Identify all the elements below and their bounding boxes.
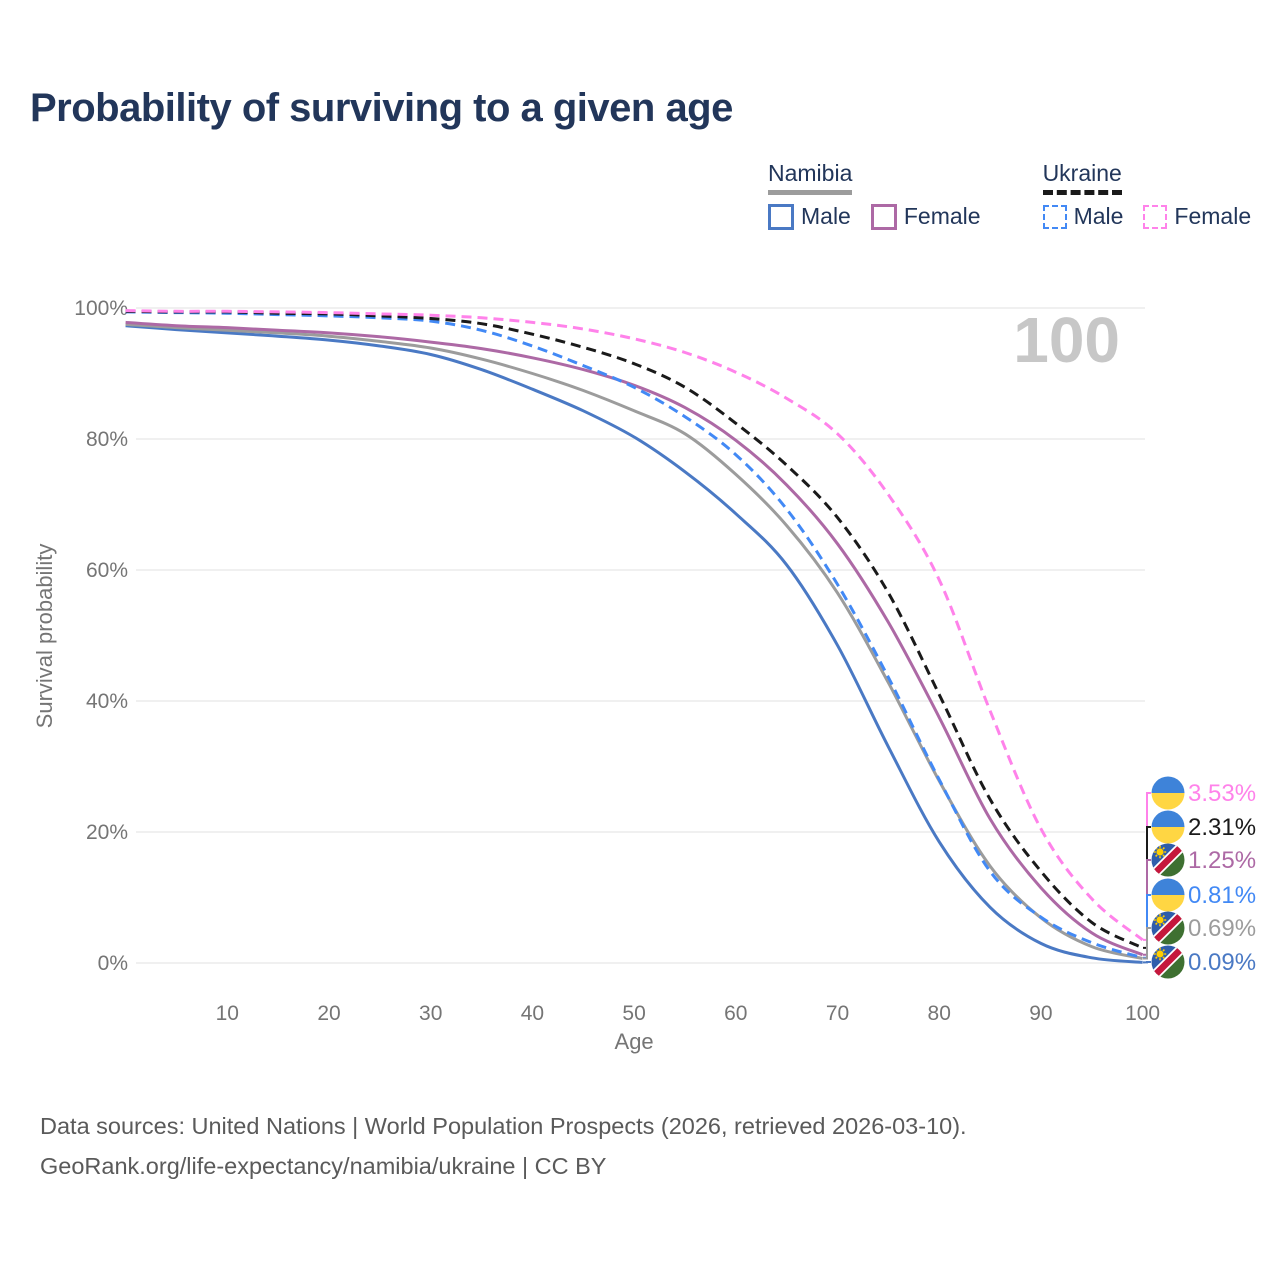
x-tick-label-30: 30: [419, 1002, 442, 1025]
x-tick-label-70: 70: [826, 1002, 849, 1025]
x-tick-label-80: 80: [928, 1002, 951, 1025]
y-tick-label-60: 60%: [86, 559, 128, 582]
data-sources-line: Data sources: United Nations | World Pop…: [40, 1113, 967, 1139]
legend-country-ukraine: Ukraine: [1042, 160, 1122, 195]
y-tick-label-80: 80%: [86, 428, 128, 451]
end-label-ukraine-both[interactable]: 2.31%: [1151, 810, 1256, 844]
x-tick-label-100: 100: [1125, 1002, 1160, 1025]
ukraine-flag-icon: [1151, 810, 1185, 844]
legend-group-namibia: Namibia Male Female: [768, 160, 981, 230]
legend-country-namibia: Namibia: [768, 160, 853, 195]
legend-label: Female: [903, 203, 981, 229]
page-title: Probability of surviving to a given age: [30, 86, 733, 130]
namibia-male-swatch-icon: [768, 203, 794, 230]
namibia-flag-icon: [1151, 945, 1185, 979]
end-label-ukraine-male[interactable]: 0.81%: [1151, 878, 1256, 912]
end-label-namibia-female[interactable]: 1.25%: [1147, 839, 1256, 881]
curve-namibia-female[interactable]: [125, 320, 1144, 957]
end-label-connector-namibia-both: [1143, 927, 1151, 960]
y-tick-label-0: 0%: [98, 952, 128, 975]
x-tick-label-20: 20: [317, 1002, 340, 1025]
legend-namibia-male[interactable]: Male: [768, 203, 851, 230]
end-label-value-namibia-female: 1.25%: [1188, 847, 1256, 874]
curve-namibia-both[interactable]: [125, 322, 1143, 960]
curve-namibia-male[interactable]: [125, 324, 1143, 964]
y-tick-label-40: 40%: [86, 690, 128, 713]
namibia-flag-icon: [1151, 843, 1185, 877]
curve-ukraine-female[interactable]: [125, 309, 1144, 942]
curve-ukraine-both[interactable]: [125, 309, 1144, 950]
legend-label: Male: [1073, 203, 1124, 229]
legend-ukraine-male[interactable]: Male: [1042, 203, 1124, 230]
end-label-value-namibia-male: 0.09%: [1188, 949, 1256, 976]
namibia-female-swatch-icon: [870, 203, 897, 230]
x-tick-label-90: 90: [1029, 1002, 1052, 1025]
namibia-flag-icon: [1151, 911, 1185, 945]
ukraine-male-swatch-icon: [1042, 204, 1067, 229]
y-tick-label-20: 20%: [86, 821, 128, 844]
end-label-value-ukraine-both: 2.31%: [1188, 814, 1256, 841]
x-tick-label-40: 40: [521, 1002, 544, 1025]
legend-group-ukraine: Ukraine Male Female: [1042, 160, 1251, 230]
y-tick-label-100: 100%: [74, 297, 128, 320]
x-tick-label-10: 10: [216, 1002, 239, 1025]
x-tick-label-50: 50: [622, 1002, 645, 1025]
end-label-namibia-male[interactable]: 0.09%: [1147, 941, 1256, 983]
legend-label: Female: [1174, 203, 1252, 229]
attribution-line: GeoRank.org/life-expectancy/namibia/ukra…: [40, 1153, 607, 1179]
chart-legend: Namibia Male Female Ukraine Male: [768, 160, 1251, 230]
legend-ukraine-female[interactable]: Female: [1143, 203, 1251, 230]
ukraine-flag-icon: [1151, 878, 1185, 912]
end-label-namibia-both[interactable]: 0.69%: [1147, 907, 1256, 949]
curve-ukraine-male[interactable]: [125, 310, 1144, 960]
x-tick-label-60: 60: [724, 1002, 747, 1025]
x-axis-title: Age: [615, 1029, 654, 1054]
end-label-value-namibia-both: 0.69%: [1188, 915, 1256, 942]
legend-label: Male: [801, 203, 851, 229]
end-label-ukraine-female[interactable]: 3.53%: [1151, 776, 1256, 810]
hovered-age-watermark: 100: [1013, 304, 1120, 376]
ukraine-flag-icon: [1151, 776, 1185, 810]
ukraine-female-swatch-icon: [1143, 204, 1168, 229]
end-label-value-ukraine-female: 3.53%: [1188, 780, 1256, 807]
footer: Data sources: United Nations | World Pop…: [40, 1106, 967, 1186]
survival-probability-chart[interactable]: 0% 20% 40% 60% 80% 100% 10 20 30 40 50 60 70 80 90 100 A…: [0, 0, 1280, 1090]
end-label-value-ukraine-male: 0.81%: [1188, 882, 1256, 909]
legend-namibia-female[interactable]: Female: [870, 203, 981, 230]
y-axis-title: Survival probability: [32, 544, 57, 729]
